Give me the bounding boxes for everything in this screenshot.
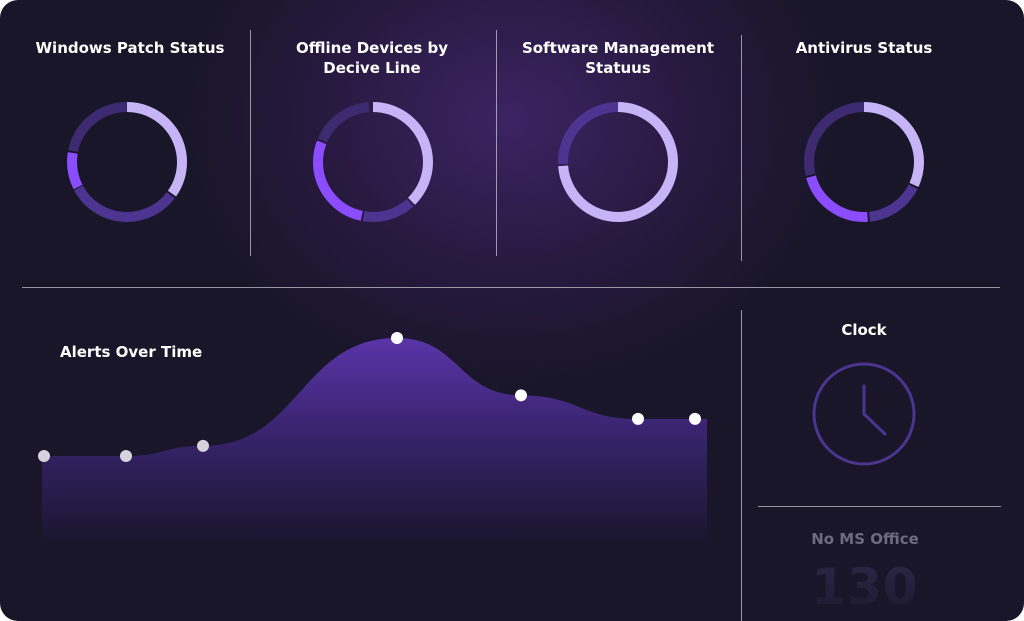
donut-segment-bright: [804, 102, 924, 222]
divider-3: [741, 35, 742, 261]
tile-title-software-management: Software Management Statuus: [522, 39, 714, 77]
offline-devices-donut[interactable]: [308, 97, 438, 227]
antivirus-donut[interactable]: [799, 97, 929, 227]
divider-2: [496, 30, 497, 256]
alerts-point-6[interactable]: [632, 412, 644, 425]
donut-segment-mid: [558, 102, 678, 222]
windows-patch-donut[interactable]: [62, 97, 192, 227]
alerts-area: [42, 338, 707, 540]
alerts-point-5[interactable]: [515, 389, 527, 402]
divider-horizontal: [22, 287, 1000, 288]
tile-title-antivirus: Antivirus Status: [795, 39, 933, 57]
alerts-point-3[interactable]: [197, 439, 209, 452]
donut-segment-bright: [313, 102, 433, 222]
tile-title-offline-devices: Offline Devices by Decive Line: [296, 39, 448, 77]
donut-segment-mid: [313, 102, 433, 222]
software-management-donut[interactable]: [553, 97, 683, 227]
divider-clock-office: [758, 506, 1001, 507]
donut-segment-bright: [67, 102, 187, 222]
no-ms-office-title: No MS Office: [811, 530, 919, 548]
donut-segment-light: [313, 102, 433, 222]
alerts-point-2[interactable]: [120, 450, 132, 462]
alerts-point-4[interactable]: [391, 332, 403, 344]
alerts-title: Alerts Over Time: [60, 343, 203, 361]
alerts-point-7[interactable]: [689, 412, 701, 425]
donut-segment-light: [67, 102, 187, 222]
donut-segment-mid: [67, 102, 187, 222]
alerts-point-1[interactable]: [38, 450, 50, 462]
no-ms-office-count: 130: [790, 558, 940, 616]
divider-4: [741, 310, 742, 621]
tile-title-windows-patch: Windows Patch Status: [35, 39, 225, 57]
divider-1: [250, 30, 251, 256]
donut-segment-dark: [804, 102, 924, 222]
clock-title: Clock: [841, 321, 887, 339]
